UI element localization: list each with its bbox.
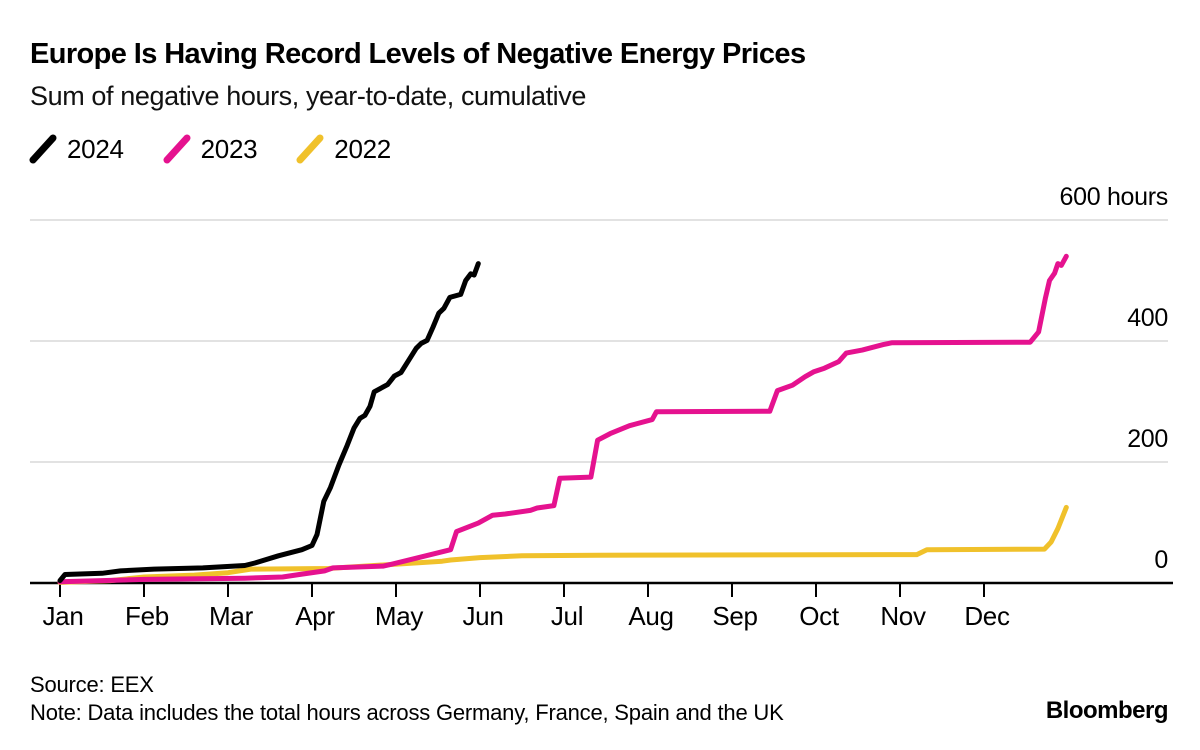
chart-subtitle: Sum of negative hours, year-to-date, cum… — [30, 81, 586, 111]
legend-label-2024: 2024 — [67, 133, 124, 164]
x-axis-label-jan: Jan — [42, 601, 84, 631]
legend-item-2024: 2024 — [28, 133, 124, 165]
x-axis-label-dec: Dec — [964, 601, 1010, 631]
legend-slash-icon-2023 — [163, 134, 191, 164]
x-axis-label-nov: Nov — [880, 601, 926, 631]
note-text: Note: Data includes the total hours acro… — [30, 700, 784, 725]
bloomberg-logo: Bloomberg — [1045, 697, 1169, 724]
y-axis-label-0: 0 — [1154, 546, 1168, 574]
x-axis-label-feb: Feb — [125, 601, 169, 631]
series-line-2024 — [57, 261, 481, 584]
legend-slash-icon-2024 — [29, 134, 57, 164]
x-axis-label-jul: Jul — [550, 601, 584, 631]
y-axis-label-400: 400 — [1127, 304, 1168, 332]
x-axis-label-oct: Oct — [799, 601, 839, 631]
legend-label-2023: 2023 — [200, 133, 258, 164]
y-axis-label-600: 600 hours — [1059, 183, 1169, 211]
series-line-2022 — [57, 504, 1069, 585]
series-line-2023 — [57, 253, 1069, 585]
x-axis-label-apr: Apr — [295, 601, 335, 631]
legend-item-2023: 2023 — [162, 133, 258, 165]
chart-title: Europe Is Having Record Levels of Negati… — [30, 38, 806, 70]
x-axis-label-may: May — [374, 601, 424, 631]
y-axis-label-200: 200 — [1127, 425, 1168, 453]
legend-label-2022: 2022 — [334, 133, 391, 164]
source-text: Source: EEX — [30, 672, 154, 697]
legend-slash-icon-2022 — [296, 134, 324, 164]
x-axis-label-sep: Sep — [712, 601, 758, 631]
x-axis-label-mar: Mar — [209, 601, 253, 631]
legend: 2024 2023 2022 — [28, 133, 391, 165]
x-axis-label-aug: Aug — [628, 601, 674, 631]
legend-item-2022: 2022 — [295, 133, 391, 165]
x-axis-label-jun: Jun — [462, 601, 504, 631]
